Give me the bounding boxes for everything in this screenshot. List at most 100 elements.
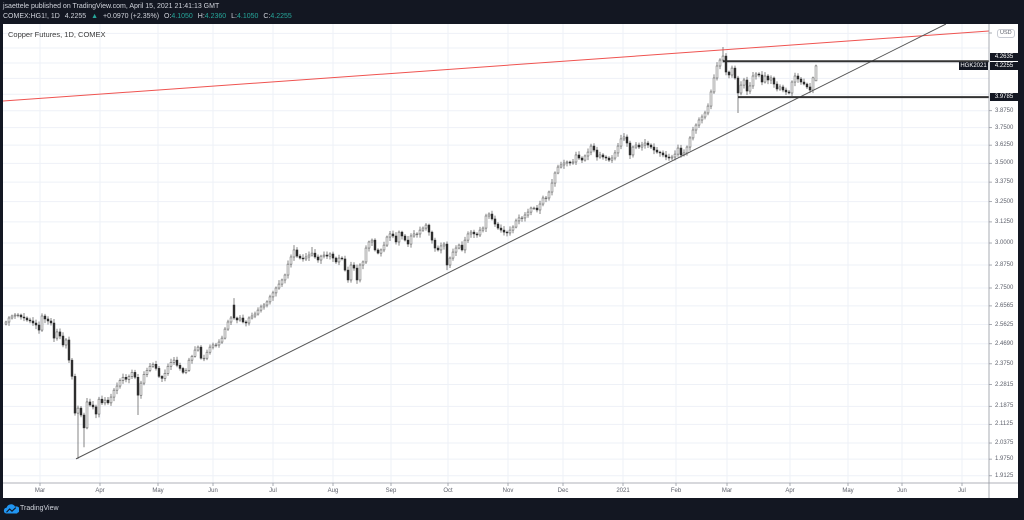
candle (526, 208, 530, 218)
candle (151, 362, 155, 368)
candle-body-down (70, 359, 74, 377)
candle (148, 363, 152, 373)
candle (472, 229, 476, 238)
candle (193, 346, 197, 358)
candle (778, 84, 782, 91)
candle-body-up (712, 77, 716, 93)
candle-body-up (121, 376, 125, 381)
candle (166, 363, 170, 376)
candle-body-down (235, 317, 239, 321)
candle (571, 158, 575, 165)
candle-body-up (208, 346, 212, 353)
price-axis-label: 3.2500 (995, 198, 1014, 205)
candle (454, 245, 458, 256)
grid (3, 24, 989, 483)
drawings[interactable] (3, 24, 989, 460)
candle-body-down (430, 231, 434, 241)
candle-body-down (154, 363, 158, 369)
tradingview-logo-icon[interactable] (3, 503, 19, 514)
up-arrow-icon: ▲ (91, 13, 99, 20)
candle-body-up (85, 401, 89, 429)
candle-body-up (541, 197, 545, 205)
candle-body-down (343, 258, 347, 271)
time-axis-label: Jul (269, 488, 277, 494)
candle (283, 273, 287, 284)
candle-body-down (373, 239, 377, 251)
candle (169, 358, 173, 370)
candle (568, 160, 572, 166)
currency-label[interactable]: USD (997, 29, 1015, 38)
candle (664, 151, 668, 161)
candle-body-up (706, 105, 710, 114)
candle (274, 286, 278, 297)
candle (376, 248, 380, 255)
candle-body-up (151, 363, 155, 367)
candle-body-up (643, 142, 647, 146)
candle (262, 302, 266, 310)
candle-body-up (763, 75, 767, 83)
support-trendline[interactable] (75, 24, 947, 460)
candle-body-up (703, 112, 707, 118)
candle (352, 262, 356, 271)
symbol-name[interactable]: COMEX:HG1!, 1D (3, 13, 60, 20)
candle (58, 328, 62, 340)
candle (592, 143, 596, 153)
candle (358, 263, 362, 283)
candle-body-up (7, 317, 11, 323)
candle (676, 144, 680, 157)
resistance-line[interactable] (3, 30, 989, 102)
candle-body-up (76, 407, 80, 414)
price-axis-label: 2.5625 (995, 321, 1014, 328)
candle-body-down (73, 376, 77, 414)
candle-body-down (568, 161, 572, 164)
candle-body-down (745, 79, 749, 92)
candle (40, 313, 44, 332)
candle (229, 316, 233, 325)
candle (208, 344, 212, 355)
candle-body-up (364, 247, 368, 263)
candle-body-down (43, 315, 47, 320)
candle (574, 151, 578, 166)
candle-body-down (784, 89, 788, 93)
candle-body-down (49, 320, 53, 324)
candle-body-up (205, 351, 209, 359)
candle (748, 82, 752, 94)
candle-body-down (58, 331, 62, 337)
candle (223, 327, 227, 340)
candle-body-up (586, 151, 590, 157)
candle (436, 245, 440, 252)
candle (598, 151, 602, 159)
candle (397, 230, 401, 246)
candle (742, 77, 746, 89)
candle (502, 226, 506, 236)
candle-body-down (400, 231, 404, 237)
candle-body-down (733, 67, 737, 79)
candle-body-down (136, 376, 140, 396)
price-axis-label: 2.4690 (995, 340, 1014, 347)
chart-panel[interactable] (3, 24, 1018, 498)
candle (691, 126, 695, 141)
tradingview-brand[interactable]: TradingView (20, 505, 59, 512)
candle-body-up (229, 317, 233, 323)
candle-body-up (4, 321, 8, 325)
candle-body-up (616, 145, 620, 154)
candle-body-down (601, 154, 605, 158)
candle (646, 140, 650, 149)
candle (511, 225, 515, 234)
candle-body-up (409, 235, 413, 245)
candle-body-up (382, 244, 386, 251)
candle-body-down (781, 86, 785, 91)
candle-body-down (232, 304, 236, 319)
price-axis-label: 1.9125 (995, 472, 1014, 479)
candle-body-down (496, 223, 500, 229)
price-axis-label: 3.0000 (995, 240, 1014, 247)
candle (112, 388, 116, 402)
candle-body-down (667, 156, 671, 159)
candle-body-up (16, 314, 20, 317)
symbol-info-line: COMEX:HG1!, 1D 4.2255 ▲ +0.0970 (+2.35%)… (3, 12, 292, 21)
candle (391, 230, 395, 239)
candle-body-down (346, 269, 350, 281)
candle-body-down (376, 249, 380, 254)
candle (97, 396, 101, 418)
